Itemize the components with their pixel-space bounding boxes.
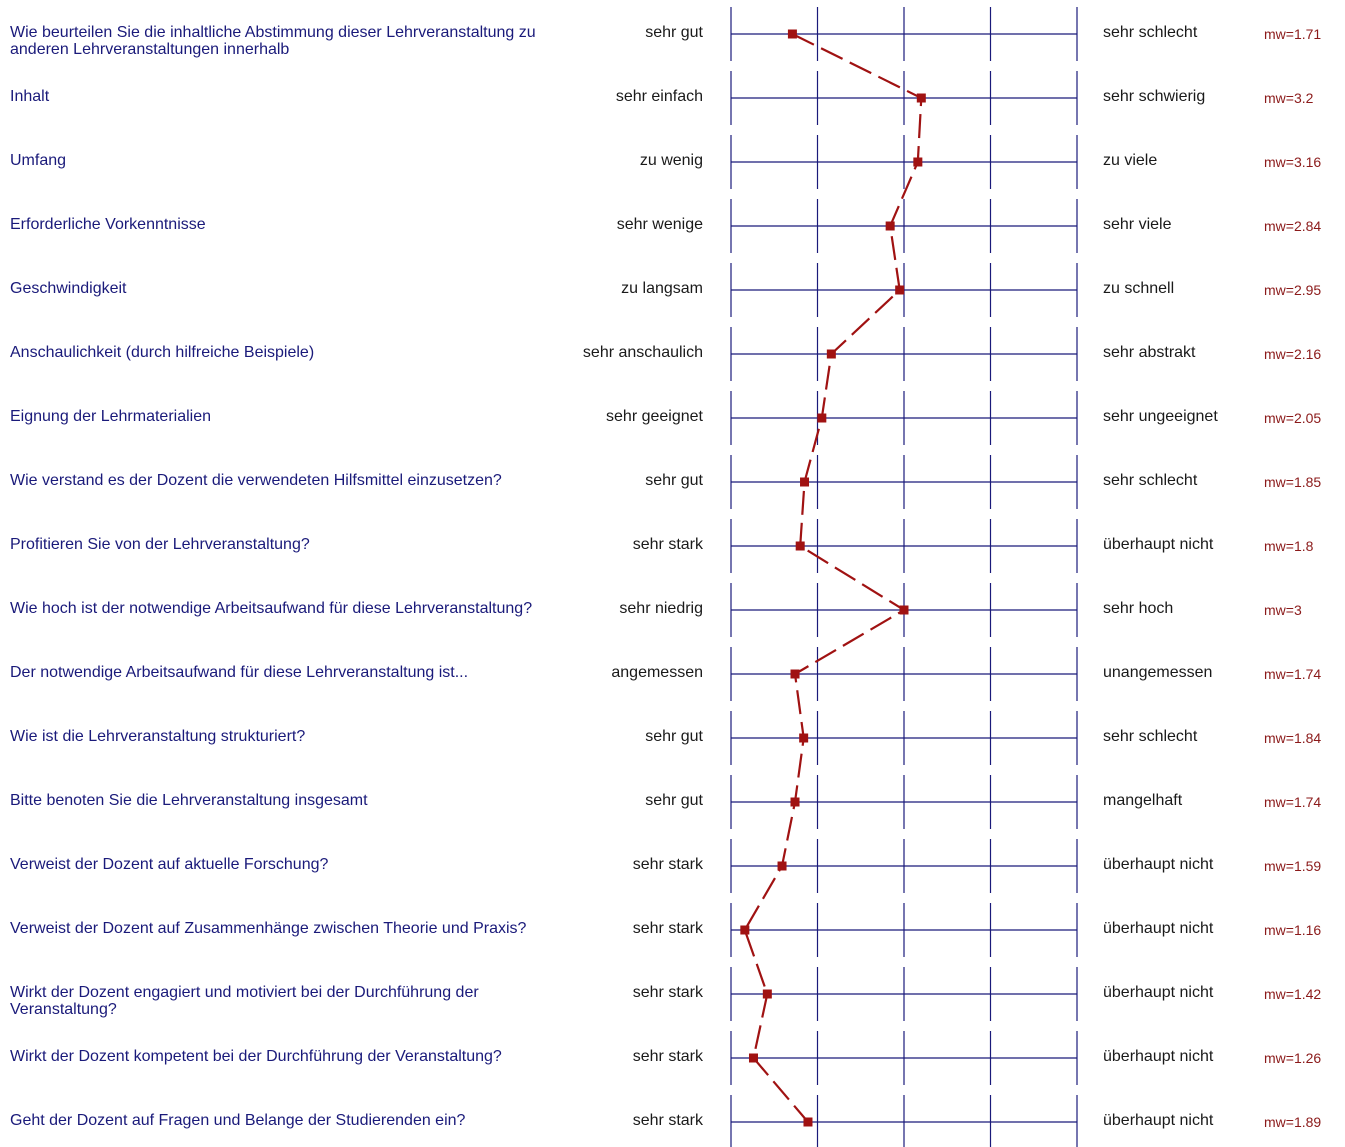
right-anchor-label: zu schnell <box>1103 280 1175 297</box>
question-label: Wie beurteilen Sie die inhaltliche Absti… <box>10 24 536 58</box>
mean-marker <box>787 29 797 39</box>
left-anchor-label: sehr geeignet <box>606 408 703 425</box>
left-anchor-label: sehr gut <box>645 792 703 809</box>
question-label: Inhalt <box>10 88 50 105</box>
mean-label: mw=1.84 <box>1264 730 1322 746</box>
mean-marker <box>817 413 827 423</box>
left-anchor-label: sehr wenige <box>616 216 703 233</box>
left-anchor-label: zu langsam <box>621 280 703 297</box>
mean-marker <box>799 733 809 743</box>
mean-label: mw=1.16 <box>1264 922 1322 938</box>
right-anchor-label: überhaupt nicht <box>1103 920 1214 937</box>
question-label: Verweist der Dozent auf Zusammenhänge zw… <box>10 920 527 937</box>
left-anchor-label: sehr stark <box>632 920 703 937</box>
left-anchor-label: sehr anschaulich <box>582 344 703 361</box>
left-anchor-label: sehr einfach <box>615 88 703 105</box>
mean-label: mw=3.16 <box>1264 154 1322 170</box>
right-anchor-label: zu viele <box>1103 152 1158 169</box>
right-anchor-label: sehr schlecht <box>1103 24 1198 41</box>
mean-marker <box>762 989 772 999</box>
question-label: Geschwindigkeit <box>10 280 127 297</box>
question-label: Geht der Dozent auf Fragen und Belange d… <box>10 1112 466 1129</box>
left-anchor-label: sehr stark <box>632 1112 703 1129</box>
right-anchor-label: sehr schwierig <box>1103 88 1206 105</box>
mean-marker <box>748 1053 758 1063</box>
mean-label: mw=1.71 <box>1264 26 1322 42</box>
mean-label: mw=2.95 <box>1264 282 1322 298</box>
mean-label: mw=3 <box>1264 602 1302 618</box>
question-label: Bitte benoten Sie die Lehrveranstaltung … <box>10 792 368 809</box>
mean-label: mw=1.8 <box>1264 538 1314 554</box>
mean-marker <box>800 477 810 487</box>
mean-label: mw=1.74 <box>1264 666 1322 682</box>
right-anchor-label: überhaupt nicht <box>1103 856 1214 873</box>
right-anchor-label: sehr schlecht <box>1103 472 1198 489</box>
question-label: Der notwendige Arbeitsaufwand für diese … <box>10 664 469 681</box>
mean-marker <box>885 221 895 231</box>
mean-label: mw=1.26 <box>1264 1050 1322 1066</box>
question-label: Umfang <box>10 152 67 169</box>
mean-marker <box>913 157 923 167</box>
right-anchor-label: überhaupt nicht <box>1103 536 1214 553</box>
question-label: Eignung der Lehrmaterialien <box>10 408 212 425</box>
right-anchor-label: sehr abstrakt <box>1103 344 1196 361</box>
question-label: Wirkt der Dozent engagiert und motiviert… <box>10 984 479 1018</box>
left-anchor-label: zu wenig <box>639 152 703 169</box>
question-label: Verweist der Dozent auf aktuelle Forschu… <box>10 856 329 873</box>
mean-label: mw=2.05 <box>1264 410 1322 426</box>
question-label: Profitieren Sie von der Lehrveranstaltun… <box>10 536 310 553</box>
left-anchor-label: sehr gut <box>645 728 703 745</box>
right-anchor-label: sehr hoch <box>1103 600 1174 617</box>
mean-marker <box>790 797 800 807</box>
right-anchor-label: sehr viele <box>1103 216 1172 233</box>
left-anchor-label: sehr stark <box>632 856 703 873</box>
left-anchor-label: sehr niedrig <box>619 600 703 617</box>
mean-marker <box>895 285 905 295</box>
profile-line <box>743 33 923 1123</box>
left-anchor-label: sehr gut <box>645 24 703 41</box>
mean-label: mw=1.89 <box>1264 1114 1322 1130</box>
mean-marker <box>777 861 787 871</box>
right-anchor-label: überhaupt nicht <box>1103 1048 1214 1065</box>
mean-marker <box>795 541 805 551</box>
mean-label: mw=1.59 <box>1264 858 1322 874</box>
right-anchor-label: sehr schlecht <box>1103 728 1198 745</box>
left-anchor-label: sehr gut <box>645 472 703 489</box>
left-anchor-label: sehr stark <box>632 1048 703 1065</box>
question-label: Wirkt der Dozent kompetent bei der Durch… <box>10 1048 502 1065</box>
left-anchor-label: sehr stark <box>632 984 703 1001</box>
mean-marker <box>790 669 800 679</box>
question-label: Erforderliche Vorkenntnisse <box>10 216 206 233</box>
left-anchor-label: sehr stark <box>632 536 703 553</box>
right-anchor-label: überhaupt nicht <box>1103 984 1214 1001</box>
mean-marker <box>803 1117 813 1127</box>
question-label: Wie hoch ist der notwendige Arbeitsaufwa… <box>10 600 533 617</box>
right-anchor-label: unangemessen <box>1103 664 1213 681</box>
mean-marker <box>740 925 750 935</box>
question-label: Wie verstand es der Dozent die verwendet… <box>10 472 502 489</box>
mean-marker <box>826 349 836 359</box>
mean-label: mw=1.85 <box>1264 474 1322 490</box>
question-label: Wie ist die Lehrveranstaltung strukturie… <box>10 728 306 745</box>
mean-label: mw=2.16 <box>1264 346 1322 362</box>
mean-label: mw=3.2 <box>1264 90 1314 106</box>
mean-marker <box>899 605 909 615</box>
question-label: Anschaulichkeit (durch hilfreiche Beispi… <box>10 344 315 361</box>
mean-label: mw=1.42 <box>1264 986 1322 1002</box>
mean-label: mw=1.74 <box>1264 794 1322 810</box>
mean-marker <box>916 93 926 103</box>
right-anchor-label: überhaupt nicht <box>1103 1112 1214 1129</box>
mean-label: mw=2.84 <box>1264 218 1322 234</box>
left-anchor-label: angemessen <box>611 664 703 681</box>
right-anchor-label: sehr ungeeignet <box>1103 408 1218 425</box>
right-anchor-label: mangelhaft <box>1103 792 1183 809</box>
